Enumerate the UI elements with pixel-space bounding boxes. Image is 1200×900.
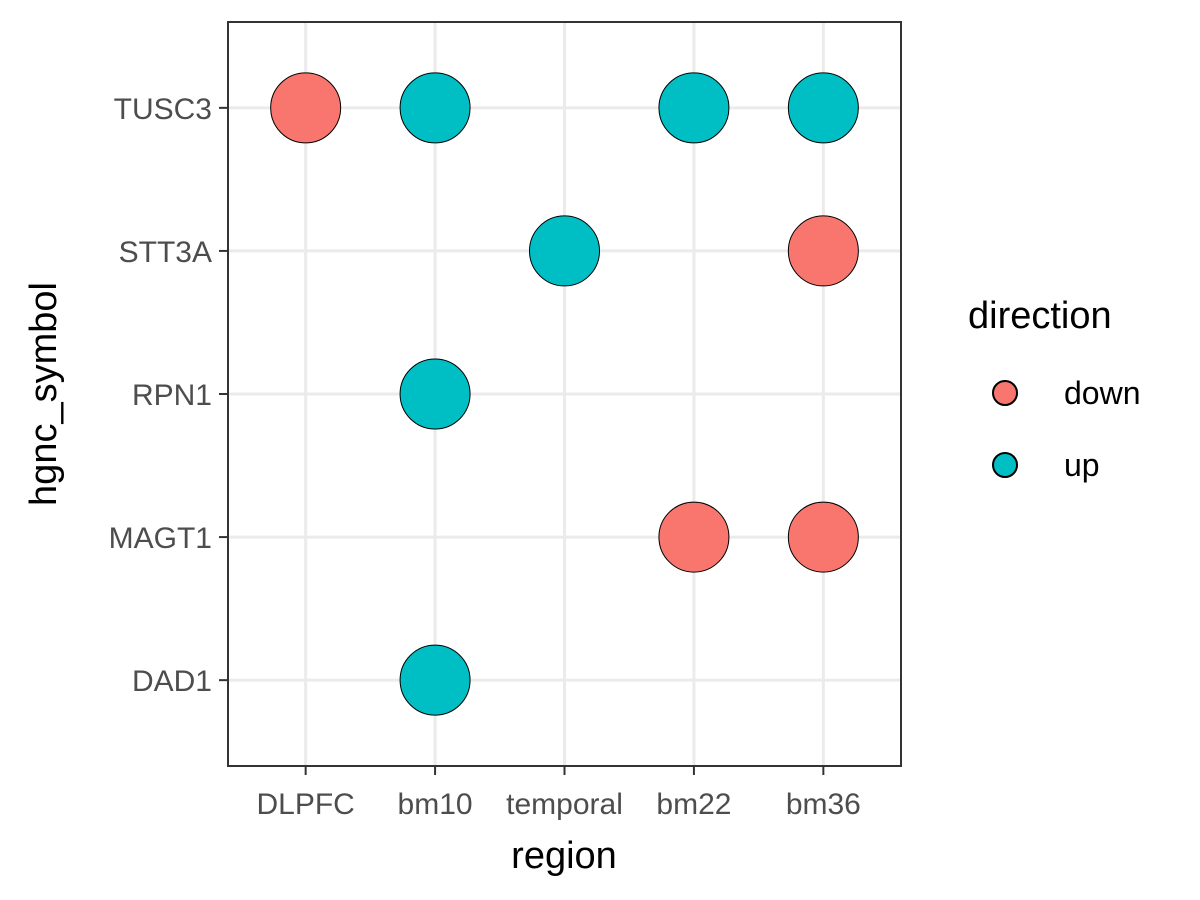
point-bm10-DAD1 xyxy=(399,644,471,716)
point-bm36-STT3A xyxy=(787,215,859,287)
y-tick-label: TUSC3 xyxy=(114,93,212,126)
point-bm10-TUSC3 xyxy=(399,72,471,144)
legend-key-down xyxy=(992,380,1018,406)
legend-title: direction xyxy=(968,295,1112,337)
point-DLPFC-TUSC3 xyxy=(270,72,342,144)
legend-key-up xyxy=(992,452,1018,478)
y-tick-label: RPN1 xyxy=(132,379,212,412)
y-tick-label: MAGT1 xyxy=(109,522,212,555)
point-temporal-STT3A xyxy=(529,215,600,287)
point-bm10-RPN1 xyxy=(399,358,471,430)
y-tick-label: DAD1 xyxy=(132,665,212,698)
y-tick-label: STT3A xyxy=(119,236,212,269)
x-tick-label: bm36 xyxy=(786,788,861,821)
y-axis-title: hgnc_symbol xyxy=(23,282,65,506)
x-tick-label: temporal xyxy=(506,788,623,821)
x-axis-title: region xyxy=(511,835,617,877)
x-tick-label: bm10 xyxy=(398,788,473,821)
legend-label-down: down xyxy=(1064,375,1141,411)
point-bm36-MAGT1 xyxy=(787,501,859,573)
point-bm22-TUSC3 xyxy=(658,72,730,144)
x-tick-label: DLPFC xyxy=(256,788,354,821)
y-axis-ticks: DAD1 MAGT1 RPN1 STT3A TUSC3 xyxy=(109,93,228,698)
data-points xyxy=(270,72,859,716)
x-tick-label: bm22 xyxy=(656,788,731,821)
point-bm22-MAGT1 xyxy=(658,501,730,573)
legend-label-up: up xyxy=(1064,447,1100,483)
x-axis-ticks: DLPFC bm10 temporal bm22 bm36 xyxy=(256,766,861,821)
point-bm36-TUSC3 xyxy=(787,72,859,144)
legend: direction down up xyxy=(968,295,1141,483)
